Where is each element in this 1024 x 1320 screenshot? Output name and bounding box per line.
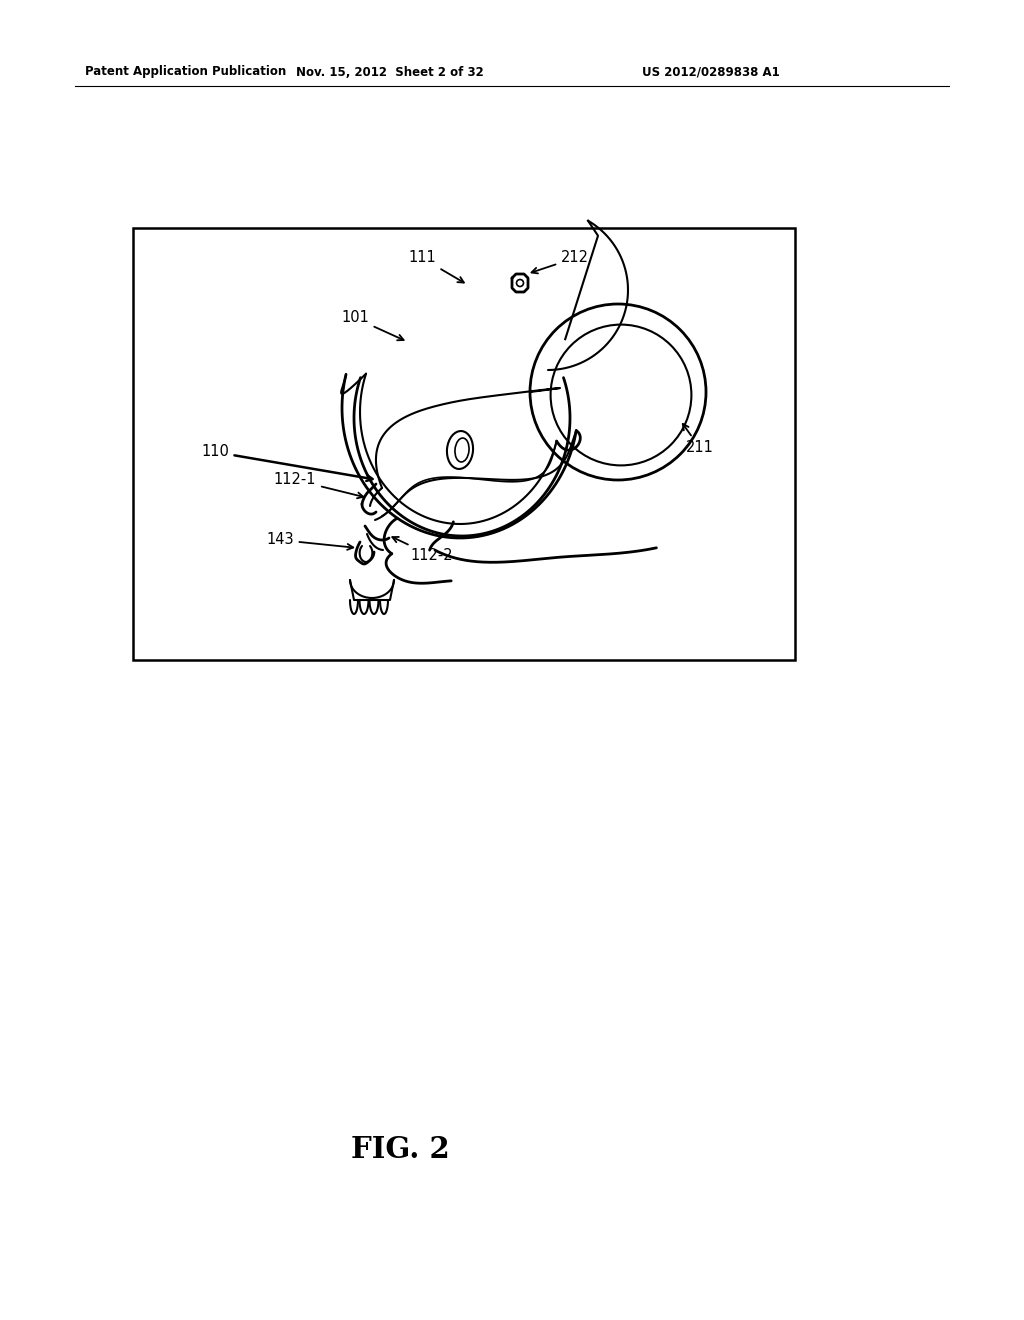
Text: FIG. 2: FIG. 2 bbox=[350, 1135, 450, 1164]
Text: Nov. 15, 2012  Sheet 2 of 32: Nov. 15, 2012 Sheet 2 of 32 bbox=[296, 66, 484, 78]
Text: 101: 101 bbox=[341, 310, 403, 341]
Bar bbox=[133, 228, 795, 660]
Text: Patent Application Publication: Patent Application Publication bbox=[85, 66, 287, 78]
Text: 110: 110 bbox=[201, 445, 373, 480]
Text: 112-1: 112-1 bbox=[273, 473, 364, 498]
Text: 211: 211 bbox=[683, 424, 714, 455]
Text: 112-2: 112-2 bbox=[392, 537, 454, 564]
Text: 111: 111 bbox=[409, 251, 464, 282]
Text: 212: 212 bbox=[531, 251, 589, 273]
Text: US 2012/0289838 A1: US 2012/0289838 A1 bbox=[642, 66, 780, 78]
Text: 143: 143 bbox=[266, 532, 353, 550]
